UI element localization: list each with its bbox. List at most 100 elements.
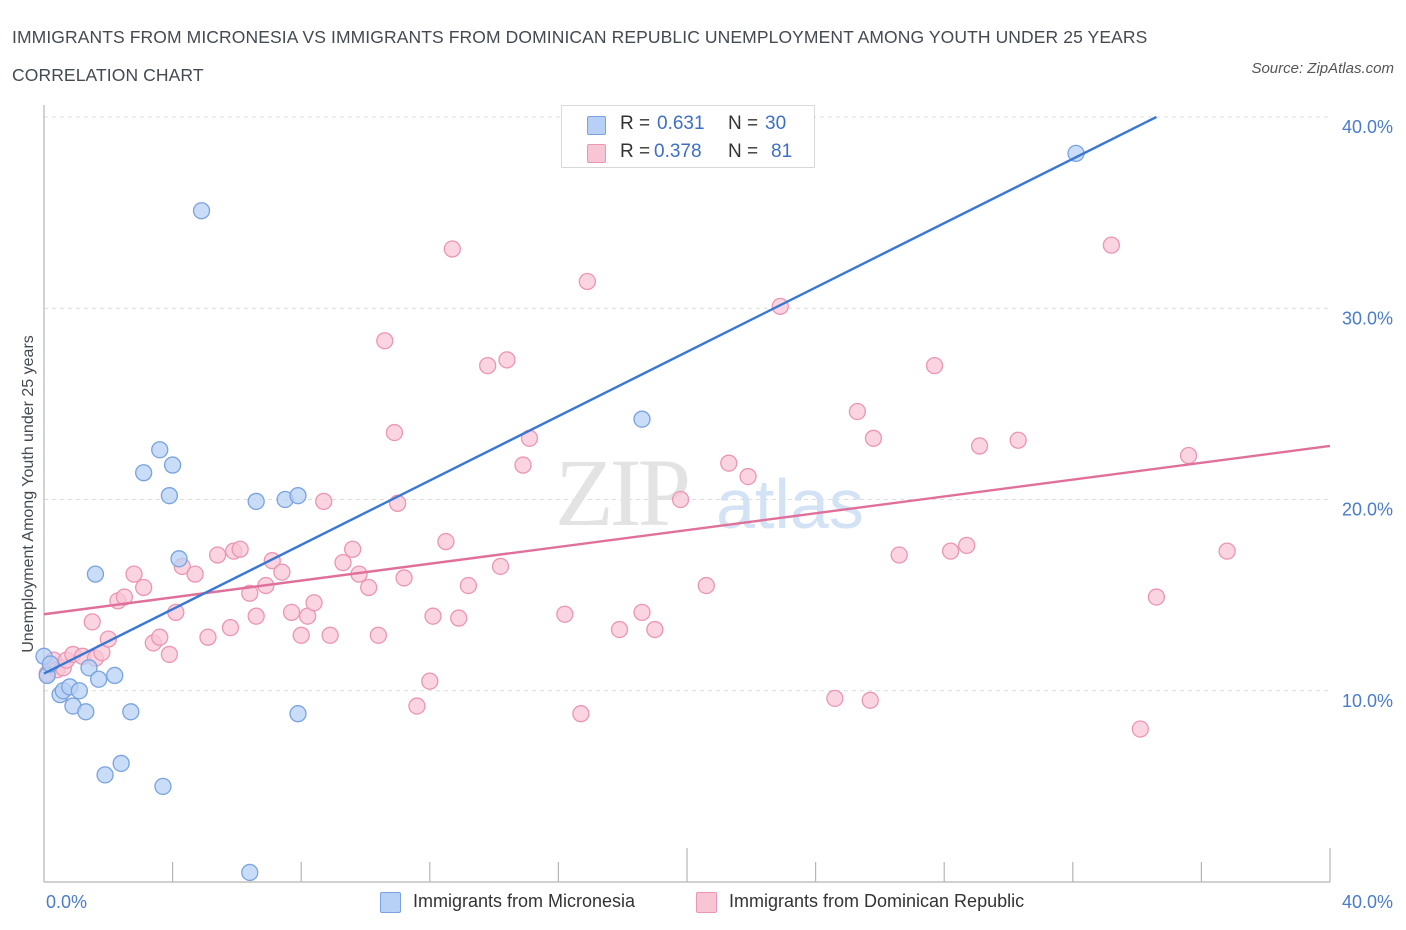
point-dominican-republic <box>633 603 651 621</box>
points-micronesia <box>35 144 1085 882</box>
point-dominican-republic <box>160 645 179 664</box>
point-micronesia <box>96 766 114 784</box>
point-micronesia <box>241 863 259 882</box>
point-micronesia <box>122 703 140 721</box>
point-dominican-republic <box>1102 236 1121 254</box>
n-label: N = <box>728 141 759 162</box>
point-dominican-republic <box>334 553 352 572</box>
point-dominican-republic <box>861 691 879 709</box>
point-dominican-republic <box>247 607 265 625</box>
point-dominican-republic <box>385 423 404 442</box>
point-dominican-republic <box>273 563 291 581</box>
point-dominican-republic <box>437 532 455 551</box>
point-micronesia <box>289 705 307 723</box>
micronesia-swatch <box>380 892 401 913</box>
watermark-zip: ZIP <box>555 439 688 546</box>
point-dominican-republic <box>1009 431 1027 449</box>
trend-line-micronesia <box>43 115 1157 675</box>
point-micronesia <box>160 487 179 505</box>
point-dominican-republic <box>208 546 227 564</box>
legend-label-dominican-republic: Immigrants from Dominican Republic <box>729 891 1025 911</box>
dominican-swatch <box>587 144 606 163</box>
point-dominican-republic <box>241 584 259 602</box>
point-dominican-republic <box>646 620 664 639</box>
y-tick-label: 20.0% <box>1342 500 1393 520</box>
point-dominican-republic <box>443 240 461 258</box>
point-dominican-republic <box>1147 588 1166 606</box>
point-dominican-republic <box>321 626 339 644</box>
point-dominican-republic <box>292 626 310 644</box>
point-dominican-republic <box>925 356 944 375</box>
point-dominican-republic <box>125 565 143 583</box>
point-micronesia <box>163 456 182 474</box>
point-dominican-republic <box>498 351 516 369</box>
point-dominican-republic <box>199 628 217 646</box>
point-micronesia <box>90 670 108 688</box>
point-dominican-republic <box>315 492 333 511</box>
n-value: 30 <box>765 113 787 134</box>
y-tick-labels: 10.0% 20.0% 30.0% 40.0% <box>1342 117 1393 711</box>
point-dominican-republic <box>221 618 240 637</box>
point-dominican-republic <box>864 429 883 447</box>
point-micronesia <box>112 754 130 773</box>
point-dominican-republic <box>231 540 249 558</box>
r-value: 0.378 <box>654 141 702 162</box>
dominican-swatch <box>696 892 717 913</box>
point-micronesia <box>247 492 265 511</box>
point-dominican-republic <box>408 697 426 715</box>
point-dominican-republic <box>395 569 413 587</box>
y-tick-label: 40.0% <box>1342 117 1393 137</box>
x-tick-label-min: 0.0% <box>46 892 87 912</box>
y-axis-title: Unemployment Among Youth under 25 years <box>20 335 37 653</box>
n-label: N = <box>728 113 759 134</box>
y-tick-label: 30.0% <box>1342 308 1393 328</box>
point-micronesia <box>289 487 307 505</box>
point-dominican-republic <box>450 609 468 627</box>
point-dominican-republic <box>1218 542 1236 560</box>
trend-lines <box>43 115 1331 675</box>
r-value: 0.631 <box>657 113 705 134</box>
point-micronesia <box>80 659 98 677</box>
trend-line-dominican-republic <box>43 444 1331 616</box>
point-dominican-republic <box>151 628 169 646</box>
point-dominican-republic <box>848 402 867 421</box>
point-dominican-republic <box>491 557 510 576</box>
point-micronesia <box>192 202 211 220</box>
point-dominican-republic <box>282 603 301 621</box>
point-dominican-republic <box>970 437 989 455</box>
point-dominican-republic <box>890 546 908 564</box>
point-dominican-republic <box>305 594 323 612</box>
chart-source: Source: ZipAtlas.com <box>1251 60 1394 77</box>
legend-label-micronesia: Immigrants from Micronesia <box>413 891 636 911</box>
point-micronesia <box>633 410 651 428</box>
point-micronesia <box>106 666 124 685</box>
point-dominican-republic <box>459 576 478 595</box>
point-micronesia <box>154 777 172 796</box>
n-value: 81 <box>771 141 793 162</box>
point-dominican-republic <box>610 620 629 639</box>
point-dominican-republic <box>578 272 596 291</box>
point-dominican-republic <box>421 672 439 690</box>
point-dominican-republic <box>572 705 590 723</box>
point-dominican-republic <box>958 536 976 555</box>
watermark-atlas: atlas <box>716 465 864 543</box>
point-dominican-republic <box>941 542 960 560</box>
point-dominican-republic <box>1179 446 1198 465</box>
point-micronesia <box>86 565 105 583</box>
point-dominican-republic <box>514 456 532 474</box>
point-dominican-republic <box>343 540 362 558</box>
r-label: R = <box>620 113 651 134</box>
point-micronesia <box>170 550 188 568</box>
stats-row-dominican-republic: R = 0.378 N = 81 <box>562 139 814 167</box>
micronesia-swatch <box>587 116 606 135</box>
r-label: R = <box>620 141 651 162</box>
point-dominican-republic <box>360 578 378 597</box>
x-tick-label-max: 40.0% <box>1342 892 1393 912</box>
y-tick-label: 10.0% <box>1342 691 1393 711</box>
point-dominican-republic <box>424 607 442 625</box>
series-legend: Immigrants from Micronesia Immigrants fr… <box>0 888 1406 918</box>
point-micronesia <box>77 703 95 721</box>
watermark: ZIP atlas <box>555 439 864 546</box>
chart-title: IMMIGRANTS FROM MICRONESIA VS IMMIGRANTS… <box>12 27 1148 85</box>
point-micronesia <box>70 682 89 700</box>
